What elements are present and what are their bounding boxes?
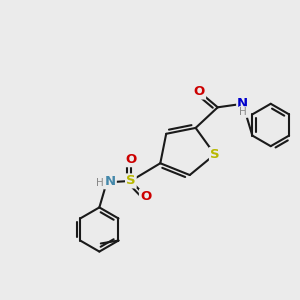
Text: H: H xyxy=(96,178,104,188)
Text: O: O xyxy=(125,153,136,166)
Text: O: O xyxy=(140,190,151,203)
Text: N: N xyxy=(237,97,248,110)
Text: S: S xyxy=(210,148,220,161)
Text: S: S xyxy=(126,174,136,188)
Text: O: O xyxy=(194,85,205,98)
Text: H: H xyxy=(239,107,247,117)
Text: N: N xyxy=(105,175,116,188)
